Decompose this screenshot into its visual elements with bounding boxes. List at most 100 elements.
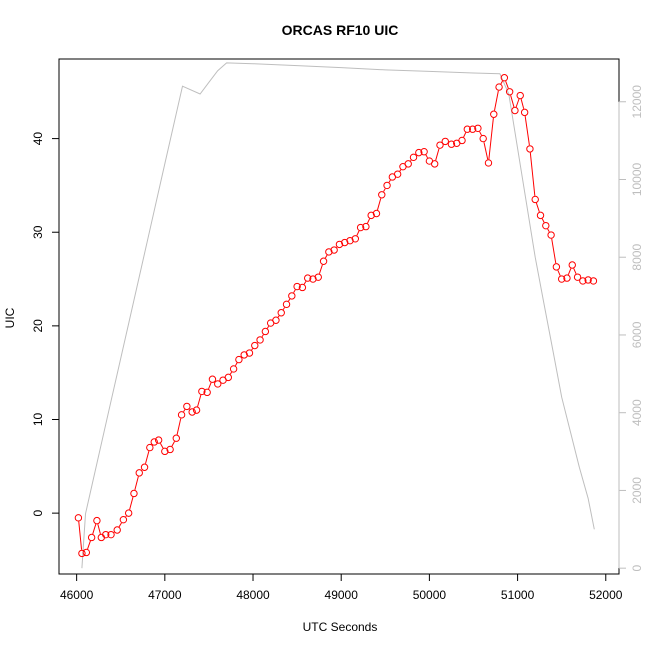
uic-segment: [515, 98, 520, 108]
y-tick-label-left: 30: [31, 225, 45, 239]
uic-point: [511, 106, 519, 115]
uic-point: [256, 336, 264, 344]
uic-point: [113, 526, 121, 534]
x-tick-label: 46000: [60, 588, 94, 602]
uic-point: [367, 211, 375, 220]
uic-point: [303, 274, 312, 282]
uic-point: [119, 515, 128, 524]
uic-point: [463, 125, 472, 133]
uic-segment: [367, 218, 371, 224]
uic-point: [146, 443, 154, 452]
uic-point: [245, 349, 254, 357]
uic-segment: [97, 524, 101, 535]
uic-segment: [277, 315, 280, 318]
uic-point: [346, 236, 354, 245]
uic-point: [87, 533, 96, 542]
uic-point: [298, 283, 307, 292]
uic-point: [150, 438, 158, 446]
uic-point: [154, 436, 163, 444]
uic-segment: [118, 522, 122, 528]
uic-point: [409, 153, 418, 162]
uic-point: [536, 211, 545, 220]
uic-segment: [92, 524, 97, 535]
y-tick-label-left: 20: [31, 319, 45, 333]
uic-point: [319, 257, 328, 265]
uic-point: [474, 124, 482, 132]
uic-segment: [159, 443, 164, 449]
uic-point: [293, 282, 301, 291]
x-tick-label: 47000: [148, 588, 182, 602]
uic-point: [404, 160, 412, 168]
uic-point: [235, 355, 243, 364]
altitude-line: [81, 62, 595, 569]
uic-point: [261, 327, 270, 336]
uic-segment: [288, 298, 291, 302]
uic-point: [584, 276, 592, 284]
uic-point: [203, 388, 211, 397]
uic-segment: [399, 169, 402, 172]
uic-point: [177, 411, 186, 419]
y-tick-label-right: 0: [630, 565, 644, 572]
y-tick-label-left: 0: [31, 509, 45, 516]
uic-point: [166, 445, 174, 454]
y-tick-label-right: 8000: [630, 244, 644, 271]
uic-point: [579, 277, 587, 285]
x-axis-label: UTC Seconds: [303, 620, 378, 634]
uic-segment: [500, 80, 503, 85]
uic-segment: [510, 95, 515, 108]
uic-point: [188, 408, 196, 416]
uic-segment: [356, 230, 360, 236]
uic-point: [447, 140, 456, 148]
uic-point: [351, 235, 360, 243]
y-tick-label-right: 10000: [630, 162, 644, 196]
uic-point: [415, 148, 423, 157]
uic-segment: [171, 441, 175, 447]
uic-point: [229, 365, 238, 373]
uic-point: [135, 469, 143, 477]
y-tick-label-left: 10: [31, 413, 45, 427]
uic-segment: [282, 307, 285, 310]
uic-point: [436, 141, 444, 149]
uic-segment: [383, 188, 386, 192]
uic-point: [74, 514, 83, 522]
uic-segment: [483, 142, 489, 160]
uic-point: [479, 134, 487, 143]
uic-point: [547, 231, 555, 239]
uic-segment: [78, 521, 83, 550]
uic-point: [516, 91, 524, 100]
x-axis: 46000 47000 48000 49000 50000 51000 52000: [60, 573, 623, 602]
series-layer: [74, 62, 598, 569]
uic-segment: [266, 325, 270, 329]
uic-segment: [176, 418, 182, 435]
uic-point: [192, 406, 201, 414]
uic-segment: [388, 179, 391, 183]
uic-segment: [377, 198, 382, 211]
uic-segment: [125, 515, 127, 518]
uic-segment: [488, 117, 494, 160]
uic-point: [124, 509, 133, 517]
y-axis-left: 0 10 20 30 40: [31, 132, 60, 516]
uic-point: [272, 316, 280, 324]
x-tick-label: 50000: [413, 588, 447, 602]
uic-segment: [410, 159, 412, 162]
uic-point: [282, 300, 291, 309]
uic-point: [208, 375, 217, 383]
uic-point: [172, 434, 180, 442]
y-tick-label-left: 40: [31, 132, 45, 146]
uic-point: [288, 292, 296, 300]
uic-point: [309, 275, 317, 283]
uic-segment: [541, 218, 545, 223]
uic-segment: [129, 496, 134, 510]
uic-point: [490, 110, 498, 118]
uic-segment: [524, 115, 530, 146]
uic-point: [325, 248, 333, 256]
uic-point: [341, 238, 349, 247]
y-tick-label-right: 4000: [630, 399, 644, 426]
uic-point: [568, 261, 576, 269]
y-tick-label-right: 6000: [630, 321, 644, 348]
uic-point: [161, 447, 169, 456]
uic-point: [82, 548, 91, 557]
uic-segment: [145, 451, 150, 464]
uic-segment: [318, 264, 323, 274]
uic-point: [441, 137, 449, 146]
